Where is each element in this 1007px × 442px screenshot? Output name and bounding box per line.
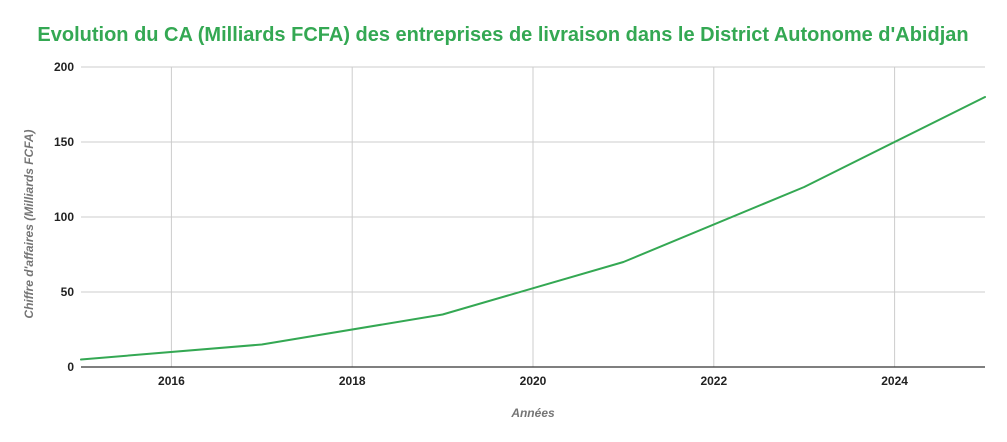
y-tick-label: 150 [54, 135, 74, 149]
x-axis-title: Années [510, 406, 555, 420]
gridlines [81, 66, 985, 367]
y-tick-label: 0 [67, 360, 74, 374]
x-tick-label: 2018 [339, 374, 366, 388]
series-line [80, 96, 986, 361]
x-tick-label: 2020 [520, 374, 547, 388]
x-tick-label: 2022 [700, 374, 727, 388]
y-axis-title: Chiffre d'affaires (Milliards FCFA) [22, 129, 36, 318]
chart-title: Evolution du CA (Milliards FCFA) des ent… [37, 24, 968, 46]
y-tick-label: 50 [61, 285, 75, 299]
y-tick-label: 200 [54, 60, 74, 74]
x-tick-label: 2016 [158, 374, 185, 388]
tick-labels: 0 50 100 150 200 2016 2018 2020 2022 2024 [54, 60, 908, 388]
x-tick-label: 2024 [881, 374, 908, 388]
y-tick-label: 100 [54, 210, 74, 224]
series [80, 96, 986, 361]
